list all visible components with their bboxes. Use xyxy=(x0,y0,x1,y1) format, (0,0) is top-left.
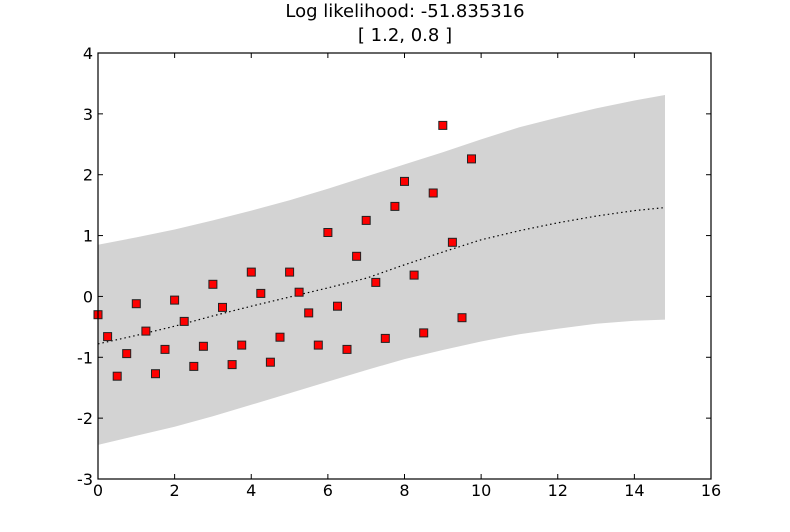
x-tick-label: 2 xyxy=(170,481,180,500)
data-point xyxy=(401,177,409,185)
data-point xyxy=(334,302,342,310)
x-tick-label: 14 xyxy=(624,481,644,500)
data-point xyxy=(113,372,121,380)
data-point xyxy=(142,327,150,335)
x-tick-label: 10 xyxy=(471,481,491,500)
confidence-band xyxy=(98,95,665,445)
data-point xyxy=(324,229,332,237)
y-tick-label: -1 xyxy=(77,348,93,367)
data-point xyxy=(247,268,255,276)
data-point xyxy=(286,268,294,276)
x-tick-label: 6 xyxy=(323,481,333,500)
data-point xyxy=(305,309,313,317)
x-tick-label: 16 xyxy=(701,481,721,500)
data-point xyxy=(171,296,179,304)
data-point xyxy=(161,345,169,353)
y-tick-label: 1 xyxy=(83,227,93,246)
data-point xyxy=(190,362,198,370)
data-point xyxy=(132,300,140,308)
y-tick-label: 3 xyxy=(83,105,93,124)
data-point xyxy=(219,303,227,311)
data-point xyxy=(104,333,112,341)
x-tick-label: 12 xyxy=(548,481,568,500)
y-tick-label: -3 xyxy=(77,470,93,489)
x-tick-label: 8 xyxy=(399,481,409,500)
confidence-band-layer xyxy=(98,95,665,445)
data-point xyxy=(439,121,447,129)
data-point xyxy=(180,317,188,325)
data-point xyxy=(295,288,303,296)
data-point xyxy=(257,289,265,297)
y-tick-label: 4 xyxy=(83,44,93,63)
data-point xyxy=(314,341,322,349)
data-point xyxy=(458,314,466,322)
data-point xyxy=(372,278,380,286)
data-point xyxy=(276,333,284,341)
y-tick-label: -2 xyxy=(77,409,93,428)
data-point xyxy=(391,202,399,210)
data-point xyxy=(266,358,274,366)
data-point xyxy=(209,280,217,288)
x-tick-label: 4 xyxy=(246,481,256,500)
data-point xyxy=(448,238,456,246)
data-point xyxy=(238,341,246,349)
data-point xyxy=(228,361,236,369)
data-point xyxy=(420,329,428,337)
data-point xyxy=(410,271,418,279)
x-tick-label: 0 xyxy=(93,481,103,500)
data-point xyxy=(353,252,361,260)
data-point xyxy=(123,350,131,358)
y-tick-label: 2 xyxy=(83,166,93,185)
data-point xyxy=(381,334,389,342)
data-point xyxy=(362,216,370,224)
data-point xyxy=(429,189,437,197)
data-point xyxy=(152,370,160,378)
data-point xyxy=(199,342,207,350)
data-point xyxy=(468,155,476,163)
y-tick-label: 0 xyxy=(83,287,93,306)
data-point xyxy=(343,345,351,353)
